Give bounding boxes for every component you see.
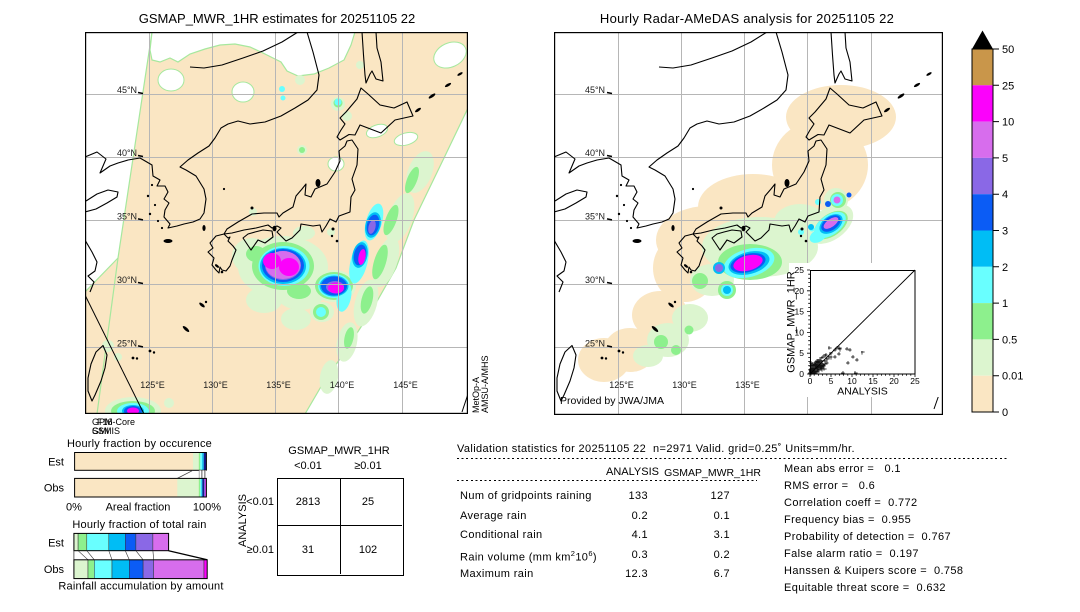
svg-text:4: 4 [1002,189,1008,201]
svg-text:30°N: 30°N [117,275,137,285]
svg-text:Areal fraction: Areal fraction [106,502,171,514]
svg-text:15: 15 [868,376,878,386]
svg-text:130°E: 130°E [672,380,697,390]
svg-text:145°E: 145°E [393,380,418,390]
svg-text:0: 0 [799,369,804,379]
svg-text:0: 0 [808,376,813,386]
svg-text:20: 20 [889,376,899,386]
svg-text:125°E: 125°E [140,380,165,390]
svg-text:5: 5 [799,348,804,358]
svg-text:10: 10 [847,376,857,386]
svg-text:Obs: Obs [44,483,65,495]
svg-text:Rainfall accumulation by amoun: Rainfall accumulation by amount [58,581,223,593]
svg-text:140°E: 140°E [330,380,355,390]
svg-text:50: 50 [1002,44,1014,56]
svg-text:Est: Est [48,537,64,549]
svg-text:5: 5 [1002,153,1008,165]
svg-text:Obs: Obs [44,564,65,576]
svg-text:40°N: 40°N [585,148,605,158]
svg-text:15: 15 [795,307,805,317]
svg-text:Hourly fraction by occurence: Hourly fraction by occurence [67,438,212,450]
svg-text:3: 3 [1002,226,1008,238]
svg-text:40°N: 40°N [117,148,137,158]
svg-text:10: 10 [795,327,805,337]
svg-text:Est: Est [48,456,64,468]
svg-text:2: 2 [1002,262,1008,274]
svg-text:135°E: 135°E [735,380,760,390]
svg-text:130°E: 130°E [203,380,228,390]
svg-text:Hourly fraction of total rain: Hourly fraction of total rain [72,519,206,531]
svg-text:1: 1 [1002,298,1008,310]
svg-text:25°N: 25°N [117,339,137,349]
svg-text:125°E: 125°E [609,380,634,390]
svg-text:5: 5 [829,376,834,386]
svg-text:25°N: 25°N [585,339,605,349]
svg-text:35°N: 35°N [117,212,137,222]
svg-text:ANALYSIS: ANALYSIS [837,386,888,398]
svg-text:0.01: 0.01 [1002,371,1023,383]
svg-text:25: 25 [795,265,805,275]
svg-text:0: 0 [1002,407,1008,419]
svg-text:20: 20 [795,286,805,296]
svg-text:0%: 0% [66,502,82,514]
svg-text:135°E: 135°E [266,380,291,390]
svg-text:Provided by JWA/JMA: Provided by JWA/JMA [560,395,664,407]
svg-text:10: 10 [1002,117,1014,129]
svg-text:30°N: 30°N [585,275,605,285]
svg-text:25: 25 [910,376,920,386]
svg-text:0.5: 0.5 [1002,334,1017,346]
svg-text:25: 25 [1002,80,1014,92]
svg-text:35°N: 35°N [585,212,605,222]
svg-text:GSMAP_MWR_1HR: GSMAP_MWR_1HR [786,271,798,373]
svg-text:45°N: 45°N [585,85,605,95]
svg-text:45°N: 45°N [117,85,137,95]
svg-text:100%: 100% [193,502,221,514]
